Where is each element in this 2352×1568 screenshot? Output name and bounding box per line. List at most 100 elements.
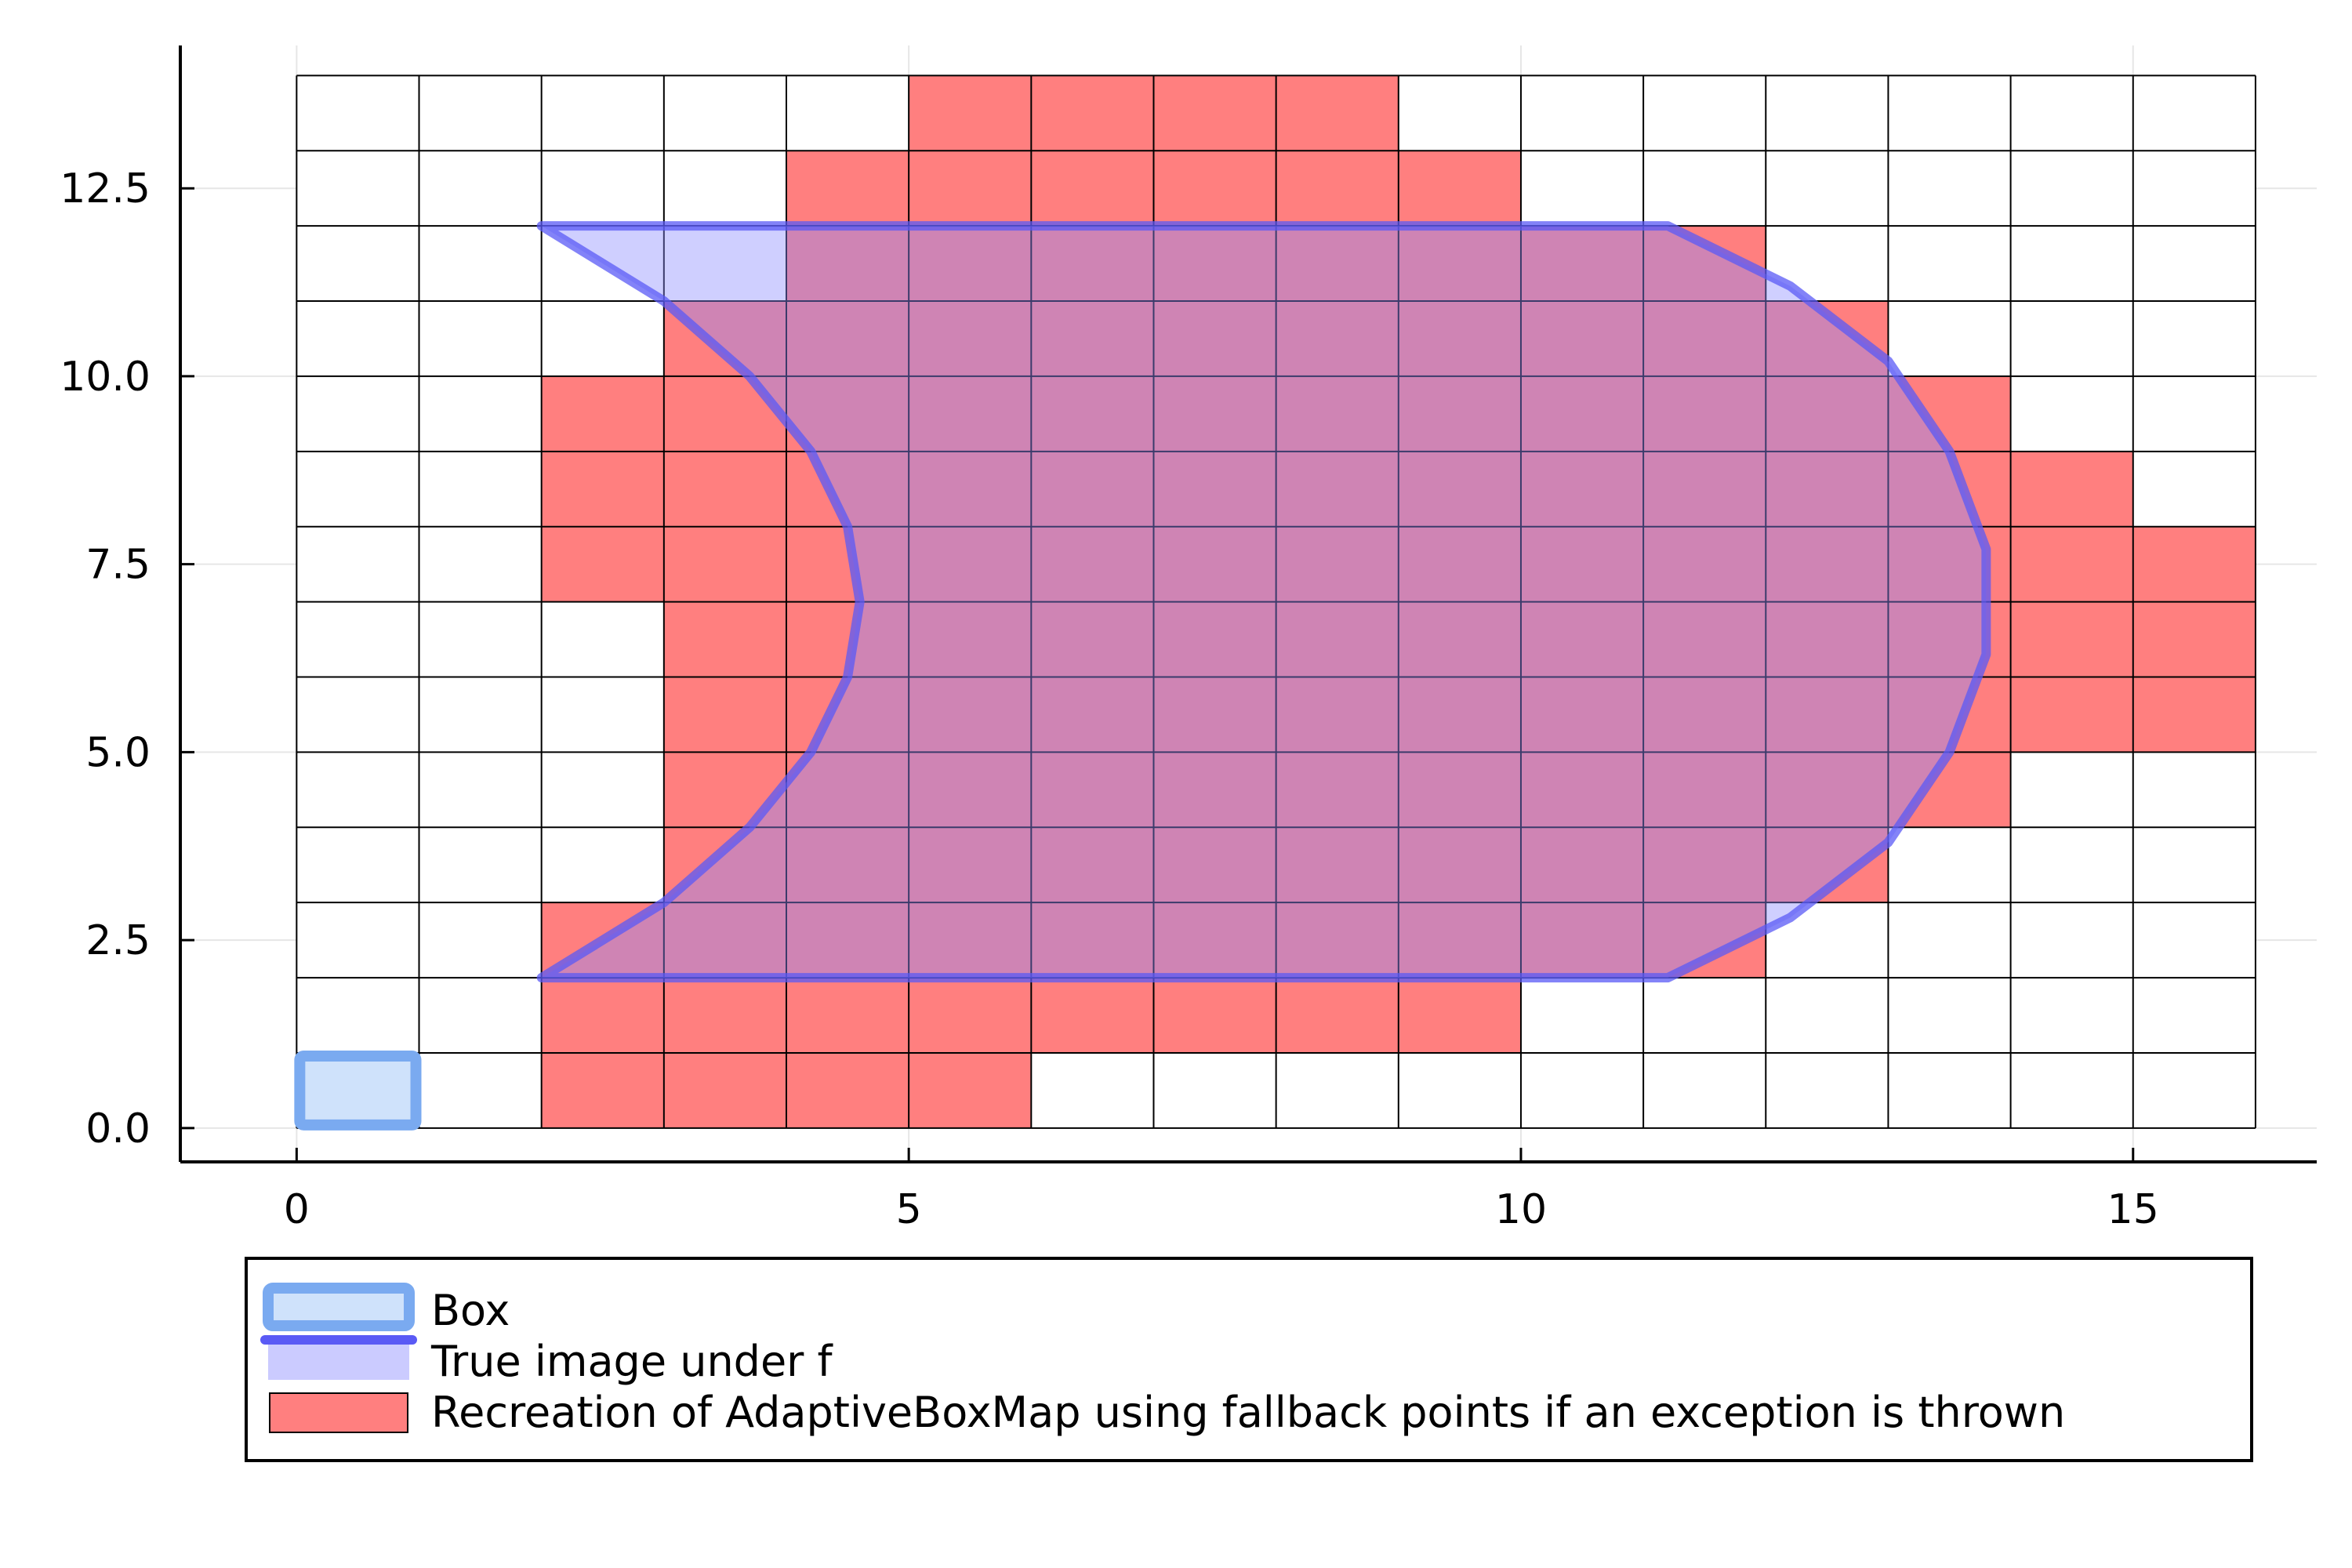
recreation-box — [1153, 978, 1276, 1053]
recreation-box — [2010, 451, 2133, 527]
recreation-box — [1520, 601, 1644, 677]
recreation-box — [786, 677, 909, 753]
recreation-box — [1643, 752, 1766, 828]
source-box-rect — [294, 1050, 422, 1131]
recreation-box — [909, 226, 1032, 302]
recreation-box — [1643, 451, 1766, 527]
recreation-box — [1031, 526, 1154, 602]
legend: Box True image under f Recreation of Ada… — [245, 1257, 2253, 1462]
recreation-box — [786, 978, 909, 1053]
recreation-box — [541, 1052, 664, 1128]
recreation-box — [1153, 902, 1276, 978]
tick-labels: 0 5 10 15 0.0 2.5 5.0 7.5 10.0 12.5 — [60, 165, 2159, 1233]
axes — [179, 45, 2317, 1163]
recreation-box — [786, 301, 909, 376]
recreation-box — [1520, 677, 1644, 753]
recreation-box — [1398, 226, 1521, 302]
recreation-box — [2010, 526, 2133, 602]
recreation-box — [1643, 301, 1766, 376]
recreation-box — [1153, 752, 1276, 828]
recreation-box — [541, 451, 664, 527]
recreation-box — [909, 301, 1032, 376]
recreation-box — [1153, 151, 1276, 227]
recreation-box — [1031, 902, 1154, 978]
recreation-box — [1398, 601, 1521, 677]
recreation-box — [663, 376, 786, 452]
recreation-box — [1398, 151, 1521, 227]
legend-label-true-image: True image under f — [430, 1337, 834, 1386]
recreation-box — [1276, 151, 1399, 227]
true-image-region — [536, 221, 1991, 983]
recreation-box — [1398, 451, 1521, 527]
recreation-box — [1276, 601, 1399, 677]
recreation-box — [1766, 451, 1889, 527]
recreation-box — [1031, 601, 1154, 677]
recreation-box — [663, 526, 786, 602]
recreation-box — [1520, 526, 1644, 602]
legend-label-box: Box — [431, 1286, 510, 1335]
recreation-box — [909, 677, 1032, 753]
recreation-box — [786, 827, 909, 903]
recreation-box — [1766, 376, 1889, 452]
recreation-box — [1643, 827, 1766, 903]
recreation-box — [541, 376, 664, 452]
x-tick-label: 15 — [2107, 1186, 2159, 1233]
y-tick-label: 2.5 — [85, 917, 151, 964]
recreation-box — [1643, 601, 1766, 677]
recreation-box — [1276, 451, 1399, 527]
legend-swatch-recreation — [269, 1392, 408, 1433]
recreation-box — [1276, 752, 1399, 828]
recreation-box — [1643, 677, 1766, 753]
recreation-box — [541, 978, 664, 1053]
recreation-box — [1031, 151, 1154, 227]
recreation-box — [1276, 827, 1399, 903]
recreation-box — [1031, 978, 1154, 1053]
recreation-box — [2132, 601, 2256, 677]
recreation-box — [1031, 376, 1154, 452]
x-tick-label: 0 — [284, 1186, 310, 1233]
recreation-box — [1153, 601, 1276, 677]
recreation-box — [1398, 376, 1521, 452]
recreation-box — [786, 376, 909, 452]
recreation-box — [1766, 526, 1889, 602]
legend-label-recreation: Recreation of AdaptiveBoxMap using fallb… — [431, 1388, 2065, 1437]
recreation-box — [663, 677, 786, 753]
recreation-box — [1398, 827, 1521, 903]
recreation-box — [1153, 677, 1276, 753]
recreation-box — [663, 978, 786, 1053]
recreation-box — [909, 376, 1032, 452]
legend-swatch-box — [263, 1283, 415, 1331]
recreation-box — [1153, 376, 1276, 452]
recreation-box — [1276, 376, 1399, 452]
recreation-box — [663, 902, 786, 978]
recreation-box — [541, 526, 664, 602]
recreation-box — [1153, 301, 1276, 376]
recreation-box — [1398, 677, 1521, 753]
recreation-box — [2010, 677, 2133, 753]
recreation-box — [1398, 978, 1521, 1053]
recreation-box — [1153, 526, 1276, 602]
recreation-box — [786, 902, 909, 978]
recreation-box — [1031, 75, 1154, 151]
recreation-box — [1766, 752, 1889, 828]
recreation-box — [1153, 226, 1276, 302]
recreation-box — [1276, 978, 1399, 1053]
recreation-box — [909, 601, 1032, 677]
recreation-box — [786, 151, 909, 227]
x-tick-label: 5 — [896, 1186, 922, 1233]
recreation-box — [663, 601, 786, 677]
recreation-box — [1520, 301, 1644, 376]
recreation-box — [909, 75, 1032, 151]
recreation-box — [909, 978, 1032, 1053]
recreation-box — [786, 752, 909, 828]
recreation-box — [663, 1052, 786, 1128]
recreation-box — [1520, 226, 1644, 302]
x-tick-label: 10 — [1495, 1186, 1547, 1233]
recreation-box — [1398, 526, 1521, 602]
recreation-box — [1031, 301, 1154, 376]
recreation-box — [1031, 451, 1154, 527]
recreation-box — [1643, 526, 1766, 602]
recreation-box — [1643, 376, 1766, 452]
recreation-box — [909, 902, 1032, 978]
